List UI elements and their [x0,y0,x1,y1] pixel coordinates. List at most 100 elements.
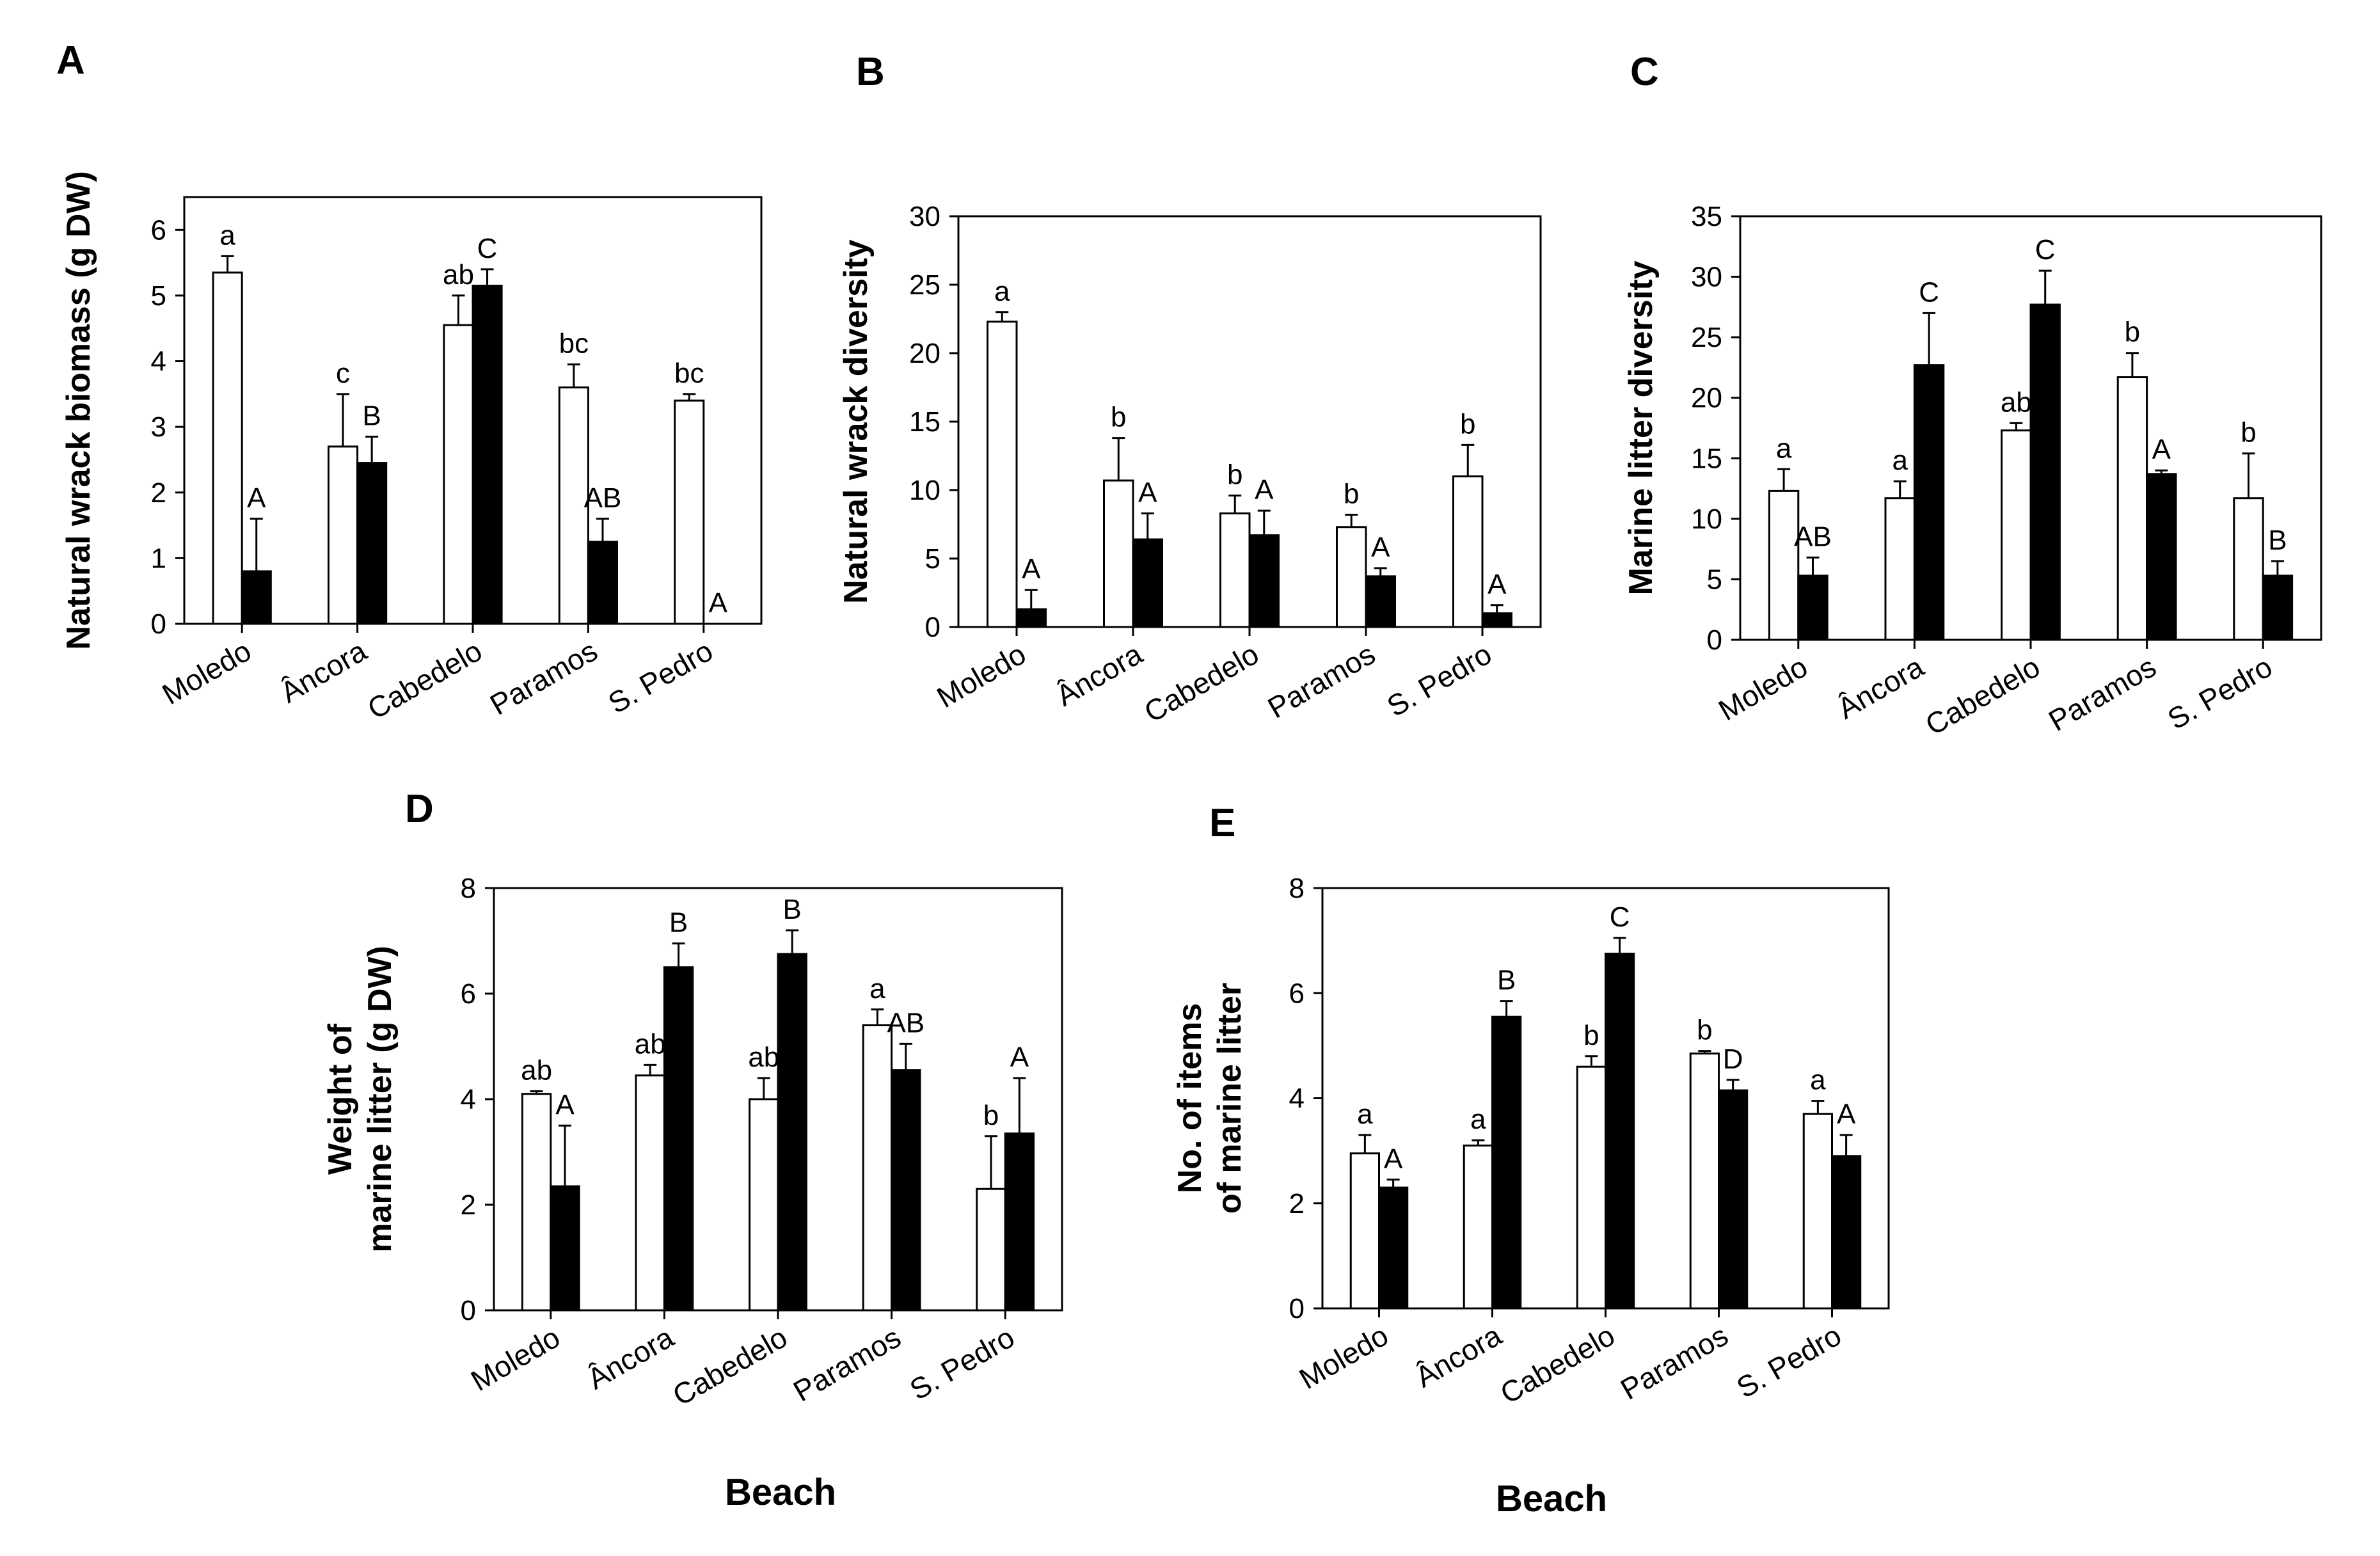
bar-d-open [521,1093,552,1312]
y-tick-label-b: 0 [925,612,940,643]
y-tick-label-c: 20 [1691,383,1722,414]
bar-a-filled [587,541,619,625]
significance-letter-c-filled: A [2152,434,2171,465]
bar-c-open [1768,489,1800,641]
significance-letter-d-open: ab [521,1055,552,1086]
bar-c-filled [2262,575,2294,641]
significance-letter-b-open: b [1344,479,1359,510]
significance-letter-b-filled: A [1022,553,1041,585]
bar-d-open [862,1024,893,1312]
significance-letter-c-filled: C [1919,276,1939,308]
significance-letter-b-filled: A [1488,569,1507,600]
y-tick-label-a: 3 [151,411,166,443]
significance-letter-c-open: ab [2001,386,2032,418]
y-tick-label-e: 4 [1289,1083,1305,1115]
y-tick-label-b: 10 [909,475,940,506]
bar-c-filled [2146,473,2177,641]
y-tick-label-b: 25 [909,269,940,301]
bar-d-filled [550,1185,580,1312]
bar-b-open [1452,475,1484,628]
significance-letter-b-filled: A [1255,474,1274,505]
bar-c-open [2116,376,2148,641]
significance-letter-b-filled: A [1371,532,1390,563]
bar-a-open [328,445,359,625]
significance-letter-c-open: a [1776,433,1792,464]
bar-e-filled [1378,1186,1409,1310]
significance-letter-c-filled: C [2035,234,2056,266]
panel-label-c: C [1630,50,1659,94]
significance-letter-d-open: ab [748,1042,779,1073]
y-tick-label-c: 30 [1691,262,1722,293]
significance-letter-b-open: b [1111,402,1126,433]
significance-letter-d-open: a [869,973,885,1004]
significance-letter-b-open: b [1460,408,1475,440]
bar-d-open [749,1098,779,1312]
significance-letter-c-filled: B [2268,525,2287,556]
bar-e-open [1349,1152,1380,1310]
bar-b-filled [1015,608,1047,628]
bar-d-filled [777,953,807,1312]
significance-letter-e-open: b [1583,1020,1599,1051]
bar-a-open [443,324,474,625]
y-tick-label-a: 1 [151,543,166,574]
significance-letter-a-open: ab [443,259,474,290]
y-tick-label-b: 5 [925,543,940,575]
bar-b-filled [1365,575,1396,628]
significance-letter-a-filled: AB [584,482,622,514]
bar-e-open [1463,1144,1493,1310]
bar-a-open [674,399,705,625]
y-axis-label-b: Natural wrack diversity [837,239,875,603]
y-tick-label-e: 6 [1289,978,1305,1009]
bar-e-filled [1605,953,1635,1310]
significance-letter-d-filled: B [669,907,688,939]
y-axis-label-d-line1: Weight of [322,1023,359,1175]
significance-letter-e-filled: A [1384,1143,1403,1175]
bar-c-filled [2029,303,2061,641]
y-tick-label-b: 15 [909,406,940,438]
bar-b-open [987,321,1018,628]
significance-letter-b-open: a [994,276,1010,307]
bar-c-filled [1797,575,1829,641]
significance-letter-a-open: bc [674,358,704,389]
y-tick-label-d: 0 [461,1295,476,1326]
x-axis-title-d: Beach [725,1472,836,1513]
bar-d-filled [1004,1132,1035,1312]
panel-label-b: B [856,50,885,94]
x-axis-title-e: Beach [1496,1478,1607,1520]
y-axis-label-c: Marine litter diversity [1622,260,1660,595]
significance-letter-e-filled: A [1837,1099,1856,1130]
y-axis-label-e-line2: of marine litter [1211,983,1248,1214]
bar-e-open [1689,1052,1720,1310]
y-tick-label-b: 20 [909,338,940,369]
significance-letter-e-open: a [1357,1099,1373,1130]
bar-c-open [2001,429,2032,641]
significance-letter-e-open: a [1810,1065,1826,1096]
y-tick-label-a: 6 [151,214,166,246]
bar-e-open [1802,1113,1833,1310]
bar-a-open [212,271,243,625]
significance-letter-a-filled: C [477,233,498,264]
y-tick-label-a: 5 [151,280,166,312]
y-tick-label-d: 4 [461,1084,476,1115]
y-tick-label-b: 30 [909,201,940,232]
bar-b-open [1219,512,1251,628]
y-tick-label-a: 0 [151,608,166,640]
bar-a-filled [472,285,503,625]
bar-d-open [976,1187,1006,1312]
significance-letter-a-filled: A [709,587,728,619]
significance-letter-a-filled: A [247,482,266,514]
y-tick-label-c: 5 [1707,564,1722,595]
significance-letter-e-open: a [1470,1104,1486,1135]
significance-letter-a-open: bc [559,328,589,360]
y-tick-label-d: 8 [461,873,476,904]
bar-b-open [1336,526,1367,628]
significance-letter-d-filled: B [783,894,802,925]
panel-label-a: A [56,38,85,83]
bar-d-open [635,1074,665,1312]
bar-a-filled [241,570,272,625]
y-tick-label-c: 0 [1707,624,1722,656]
bar-c-open [1884,497,1916,641]
significance-letter-d-open: ab [635,1028,666,1060]
bar-e-filled [1491,1015,1522,1310]
